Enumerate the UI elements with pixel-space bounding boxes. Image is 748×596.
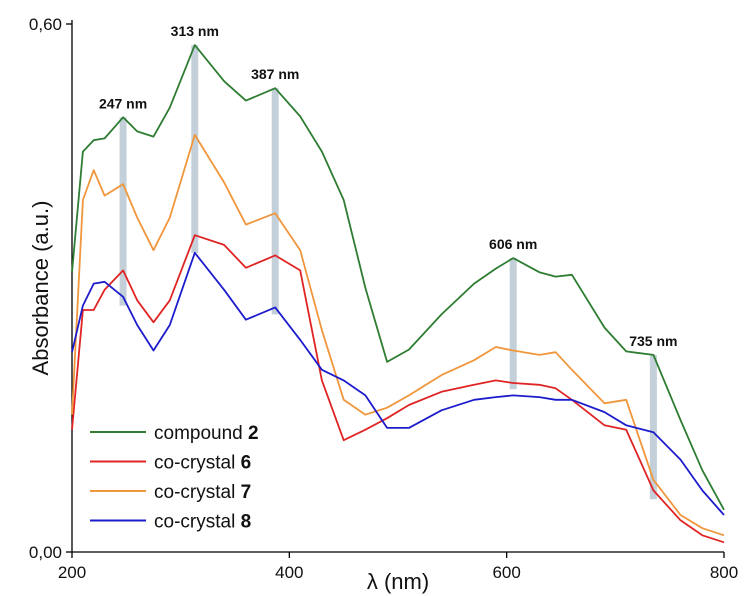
peak-marker bbox=[509, 258, 517, 390]
legend-label: compound 2 bbox=[154, 423, 259, 444]
legend-label: co-crystal 7 bbox=[154, 482, 251, 503]
x-tick-label: 400 bbox=[275, 563, 303, 582]
peak-label: 313 nm bbox=[171, 23, 219, 39]
x-tick-label: 800 bbox=[710, 563, 738, 582]
x-tick-label: 600 bbox=[492, 563, 520, 582]
series-line bbox=[71, 251, 725, 516]
y-tick-label: 0,60 bbox=[29, 15, 62, 34]
peak-marker bbox=[119, 117, 127, 306]
y-tick-label: 0,00 bbox=[29, 543, 62, 562]
peak-label: 247 nm bbox=[99, 95, 147, 111]
peak-marker bbox=[649, 354, 657, 500]
y-axis-label: Absorbance (a.u.) bbox=[28, 201, 53, 376]
peak-label: 606 nm bbox=[489, 236, 537, 252]
peak-label: 387 nm bbox=[251, 66, 299, 82]
legend-label: co-crystal 6 bbox=[154, 453, 251, 474]
series-line bbox=[71, 44, 725, 511]
x-tick-label: 200 bbox=[58, 563, 86, 582]
peak-label: 735 nm bbox=[629, 333, 677, 349]
legend-label: co-crystal 8 bbox=[154, 512, 251, 533]
peak-marker bbox=[191, 45, 199, 253]
series-line bbox=[71, 134, 725, 537]
series-line bbox=[71, 234, 725, 544]
peak-marker bbox=[271, 88, 279, 315]
x-axis-label: λ (nm) bbox=[367, 569, 429, 594]
